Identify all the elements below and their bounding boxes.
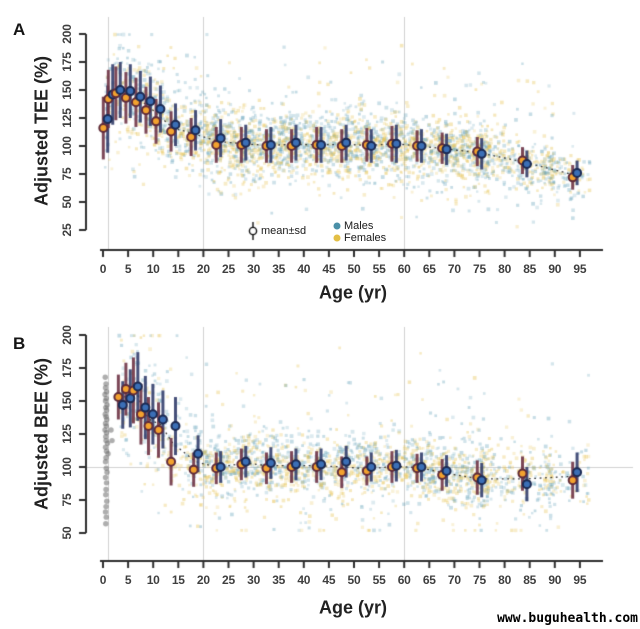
x-tick-label: 35 (272, 573, 286, 587)
panel-a-x-axis-title: Age (yr) (318, 282, 388, 303)
y-tick-label: 25 (60, 223, 74, 237)
x-tick-label: 90 (548, 573, 562, 587)
x-tick-label: 75 (473, 573, 486, 587)
x-tick-label: 45 (322, 262, 336, 276)
x-tick-label: 0 (99, 573, 107, 587)
x-tick-label: 80 (498, 262, 512, 276)
panel-a-label: A (13, 20, 26, 39)
x-tick-label: 50 (347, 262, 361, 276)
x-tick-label: 55 (372, 573, 386, 587)
y-tick-label: 150 (60, 391, 74, 411)
y-tick-label: 50 (60, 526, 74, 540)
legend-males-label: Males (344, 220, 374, 232)
x-tick-label: 5 (124, 573, 132, 587)
panel-b-x-axis-title: Age (yr) (318, 597, 388, 618)
x-tick-label: 65 (422, 573, 436, 587)
legend-males-dot (333, 222, 341, 230)
y-tick-label: 100 (60, 136, 74, 156)
x-tick-label: 20 (196, 573, 210, 587)
x-tick-label: 15 (171, 262, 185, 276)
x-tick-label: 40 (297, 262, 311, 276)
legend-mean-sd-label: mean±sd (261, 225, 307, 237)
y-tick-label: 175 (60, 358, 74, 378)
x-tick-label: 60 (397, 262, 411, 276)
x-tick-label: 10 (146, 262, 160, 276)
x-tick-label: 15 (171, 573, 185, 587)
x-tick-label: 30 (247, 573, 261, 587)
x-tick-label: 65 (422, 262, 436, 276)
x-tick-label: 35 (272, 262, 286, 276)
x-tick-label: 25 (222, 262, 235, 276)
y-tick-label: 75 (60, 493, 74, 507)
y-tick-label: 100 (60, 457, 74, 477)
legend-females-label: Females (344, 232, 387, 244)
x-tick-label: 85 (523, 262, 537, 276)
y-tick-label: 200 (60, 325, 74, 345)
x-tick-label: 0 (99, 262, 107, 276)
x-tick-label: 30 (247, 262, 261, 276)
panel-a-y-axis-title: Adjusted TEE (%) (31, 55, 52, 207)
y-tick-label: 150 (60, 80, 74, 100)
x-tick-label: 70 (447, 262, 461, 276)
x-tick-label: 90 (548, 262, 562, 276)
y-tick-label: 125 (60, 424, 74, 444)
y-tick-label: 125 (60, 108, 74, 128)
x-tick-label: 60 (397, 573, 411, 587)
x-tick-label: 75 (473, 262, 486, 276)
x-tick-label: 10 (146, 573, 160, 587)
y-tick-label: 50 (60, 195, 74, 209)
x-tick-label: 45 (322, 573, 336, 587)
x-tick-label: 95 (573, 262, 587, 276)
x-tick-label: 50 (347, 573, 361, 587)
y-tick-label: 75 (60, 167, 74, 181)
x-tick-label: 80 (498, 573, 512, 587)
panel-b-y-axis-title: Adjusted BEE (%) (31, 357, 52, 511)
y-tick-label: 200 (60, 24, 74, 44)
watermark: www.buguhealth.com (497, 611, 638, 626)
legend-females-dot (333, 234, 341, 242)
x-tick-label: 95 (573, 573, 587, 587)
x-tick-label: 70 (447, 573, 461, 587)
x-tick-label: 20 (196, 262, 210, 276)
x-tick-label: 85 (523, 573, 537, 587)
panel-b-label: B (13, 334, 26, 353)
x-tick-label: 5 (124, 262, 132, 276)
x-tick-label: 25 (222, 573, 235, 587)
y-tick-label: 175 (60, 52, 74, 72)
x-tick-label: 55 (372, 262, 386, 276)
x-tick-label: 40 (297, 573, 311, 587)
